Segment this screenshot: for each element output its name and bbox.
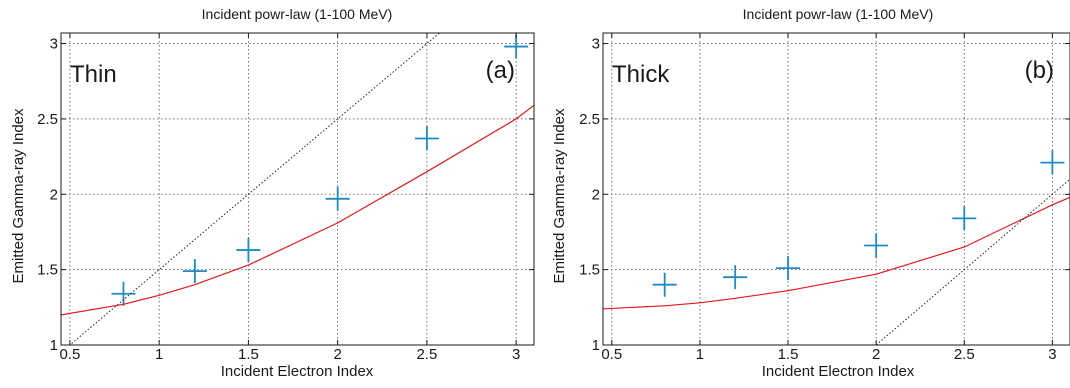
x-tick-label: 1.5 [778,346,799,363]
x-tick-label: 3 [512,346,520,363]
data-point [504,34,529,59]
grid [61,33,534,346]
x-tick-label: 2 [333,346,341,363]
x-tick-label: 2.5 [954,346,975,363]
y-tick-label: 2 [592,186,600,203]
y-axis-label: Emitted Gamma-ray Index [551,108,568,284]
data-point [652,272,677,297]
panel-annotation: Thick [612,61,670,88]
x-axis-label: Incident Electron Index [221,363,374,380]
y-tick-label: 2 [50,186,58,203]
data-point [325,186,350,211]
y-tick-label: 1.5 [37,262,58,279]
y-tick-label: 1.5 [579,262,600,279]
y-axis-label: Emitted Gamma-ray Index [10,108,27,284]
x-tick-label: 1 [696,346,704,363]
ticks: 0.5 1 1.5 2 2.5 311.522.53 [579,33,1070,363]
panel-label: (a) [486,57,515,84]
ticks: 0.5 1 1.5 2 2.5 311.522.53 [37,33,534,363]
chart-title: Incident powr-law (1-100 MeV) [202,6,393,22]
reference-line [875,178,1070,345]
x-tick-label: 0.5 [601,346,622,363]
y-tick-label: 3 [50,36,58,53]
model-curve [603,196,1070,310]
series-layer [61,33,534,345]
y-tick-label: 2.5 [37,111,58,128]
chart-panel-a: Incident powr-law (1-100 MeV) 0.5 1 1.5 2 2.… [10,6,535,380]
x-tick-label: 2 [872,346,880,363]
chart-panel-b: Incident powr-law (1-100 MeV) 0.5 1 1.5 2 2.… [551,6,1070,380]
plot-frame [60,32,535,346]
panel-label: (b) [1025,57,1054,84]
plot-frame [602,32,1070,346]
y-tick-label: 2.5 [579,111,600,128]
x-tick-label: 3 [1048,346,1056,363]
panel-annotation: Thin [70,61,117,88]
x-tick-label: 0.5 [59,346,80,363]
data-point [723,265,748,290]
series-layer [603,150,1070,345]
chart-title: Incident powr-law (1-100 MeV) [743,6,934,22]
x-tick-label: 1 [155,346,163,363]
data-point [414,126,439,151]
y-tick-label: 1 [50,337,58,354]
x-tick-label: 1.5 [238,346,259,363]
x-axis-label: Incident Electron Index [762,363,915,380]
x-tick-label: 2.5 [416,346,437,363]
y-tick-label: 3 [592,36,600,53]
data-point [776,256,801,281]
model-curve [61,104,534,316]
data-point [182,259,207,284]
reference-line [69,33,441,345]
data-point [864,233,889,258]
data-point [1040,150,1065,175]
data-point [952,206,977,231]
data-point [236,238,261,263]
grid [603,33,1070,346]
data-point [111,281,136,306]
y-tick-label: 1 [592,337,600,354]
